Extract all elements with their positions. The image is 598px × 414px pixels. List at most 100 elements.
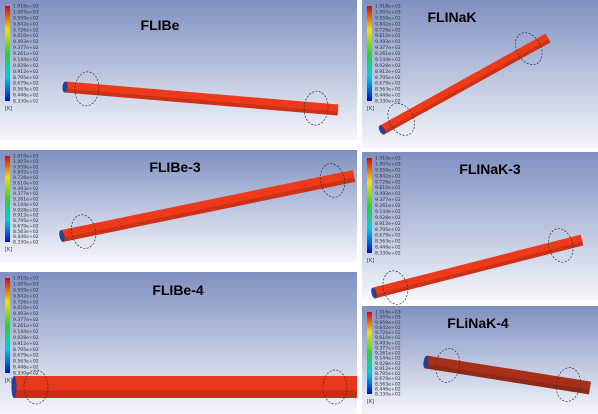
legend-label: 9.144e+02 (13, 57, 39, 63)
legend-label: 8.446e+02 (375, 245, 401, 251)
legend-label: 8.330e+02 (375, 99, 401, 105)
figure: FLIBe1.016e+031.007e+039.959e+029.842e+0… (0, 0, 598, 414)
panel: FLiNaK-4 1.016e+031.007e+039.959e+029.842… (362, 306, 598, 414)
legend-label: 9.493e+02 (13, 311, 39, 317)
legend-label: 8.912e+02 (375, 221, 401, 227)
legend-label: 8.446e+02 (375, 386, 401, 392)
legend-unit: [K] (367, 399, 374, 405)
legend-label: 9.377e+02 (13, 317, 39, 323)
legend-label: 8.679e+02 (375, 233, 401, 239)
legend-label: 8.795e+02 (13, 218, 39, 224)
legend-label: 9.610e+02 (13, 305, 39, 311)
legend-label: 8.912e+02 (13, 213, 39, 219)
legend-label: 9.726e+02 (13, 175, 39, 181)
legend-label: 9.144e+02 (13, 202, 39, 208)
legend-label: 9.726e+02 (375, 330, 401, 336)
legend-label: 9.493e+02 (13, 186, 39, 192)
legend-label: 9.493e+02 (13, 39, 39, 45)
panel-title: FLiNaK-4 (447, 315, 509, 331)
legend-label: 9.610e+02 (13, 180, 39, 186)
legend-label: 9.261e+02 (375, 51, 401, 57)
legend-label: 9.610e+02 (375, 185, 401, 191)
legend-label: 9.377e+02 (375, 197, 401, 203)
legend-label: 8.795e+02 (375, 75, 401, 81)
legend-label: 9.493e+02 (375, 191, 401, 197)
legend-label: 8.330e+02 (13, 99, 39, 105)
legend-label: 9.959e+02 (375, 320, 401, 326)
legend-label: 9.959e+02 (13, 164, 39, 170)
legend-label: 9.144e+02 (375, 356, 401, 362)
legend-label: 9.959e+02 (13, 287, 39, 293)
legend-label: 1.016e+03 (13, 4, 39, 10)
legend-label: 9.028e+02 (375, 63, 401, 69)
panel-title: FLINaK-3 (459, 161, 521, 177)
tube-inlet (12, 376, 17, 398)
tube-shade (14, 390, 357, 398)
legend-label: 9.610e+02 (13, 33, 39, 39)
legend-label: 8.330e+02 (375, 392, 401, 398)
legend-label: 8.446e+02 (13, 234, 39, 240)
legend-label: 9.261e+02 (13, 323, 39, 329)
legend-unit: [K] (5, 106, 12, 112)
legend-label: 9.493e+02 (375, 39, 401, 45)
colorbar (367, 158, 372, 253)
legend-label: 8.330e+02 (13, 240, 39, 246)
legend-label: 9.261e+02 (375, 351, 401, 357)
legend-label: 1.016e+03 (375, 310, 401, 316)
panel: FLIBe-31.010e+031.007e+039.959e+029.842e… (0, 150, 357, 262)
legend-label: 8.912e+02 (13, 341, 39, 347)
panel: FLIBe-41.010e+031.007e+039.959e+029.842e… (0, 272, 357, 414)
legend-label: 8.446e+02 (13, 93, 39, 99)
legend-label: 8.563e+02 (13, 87, 39, 93)
legend-label: 1.018e+03 (375, 4, 401, 10)
legend-label: 9.028e+02 (375, 215, 401, 221)
panel: FLIBe1.016e+031.007e+039.959e+029.842e+0… (0, 0, 357, 140)
legend-label: 1.007e+03 (375, 161, 401, 167)
legend-label: 9.261e+02 (375, 203, 401, 209)
legend-label: 8.330e+02 (375, 251, 401, 257)
legend-label: 9.959e+02 (375, 15, 401, 21)
legend-label: 1.007e+03 (13, 9, 39, 15)
legend-unit: [K] (5, 378, 12, 384)
legend-label: 8.912e+02 (375, 69, 401, 75)
legend-label: 9.377e+02 (13, 45, 39, 51)
legend-label: 1.010e+03 (375, 156, 401, 162)
colorbar (367, 312, 372, 394)
legend-label: 9.842e+02 (375, 325, 401, 331)
legend-label: 8.563e+02 (375, 87, 401, 93)
legend-label: 9.726e+02 (375, 27, 401, 33)
colorbar (5, 278, 10, 373)
colorbar (5, 6, 10, 101)
legend-label: 9.959e+02 (375, 167, 401, 173)
legend-label: 9.028e+02 (13, 63, 39, 69)
legend-label: 9.493e+02 (375, 340, 401, 346)
legend-label: 9.726e+02 (13, 27, 39, 33)
legend-unit: [K] (367, 106, 374, 112)
legend-label: 8.679e+02 (375, 376, 401, 382)
legend-label: 1.010e+03 (13, 154, 39, 160)
legend-label: 9.028e+02 (375, 361, 401, 367)
panel-title: FLIBe-3 (149, 159, 201, 175)
legend-label: 8.679e+02 (375, 81, 401, 87)
legend-label: 1.007e+03 (375, 315, 401, 321)
legend-label: 9.842e+02 (13, 170, 39, 176)
legend-label: 1.010e+03 (13, 276, 39, 282)
page: {"panels": [ {"title": "FLIBe", "legend"… (0, 0, 598, 414)
legend-label: 9.261e+02 (13, 197, 39, 203)
legend-label: 8.563e+02 (13, 229, 39, 235)
legend-label: 9.377e+02 (375, 45, 401, 51)
legend-label: 1.007e+03 (375, 9, 401, 15)
legend-label: 9.377e+02 (375, 345, 401, 351)
colorbar (5, 156, 10, 242)
legend-label: 9.726e+02 (375, 179, 401, 185)
legend-unit: [K] (367, 258, 374, 264)
legend-label: 9.028e+02 (13, 335, 39, 341)
legend-label: 8.795e+02 (13, 75, 39, 81)
legend-label: 8.563e+02 (375, 381, 401, 387)
panel: FLINaK-31.010e+031.007e+039.959e+029.842… (362, 152, 598, 310)
colorbar (367, 6, 372, 101)
legend-label: 9.842e+02 (13, 21, 39, 27)
legend-label: 9.610e+02 (375, 33, 401, 39)
legend-unit: [K] (5, 247, 12, 253)
legend-label: 9.842e+02 (375, 21, 401, 27)
